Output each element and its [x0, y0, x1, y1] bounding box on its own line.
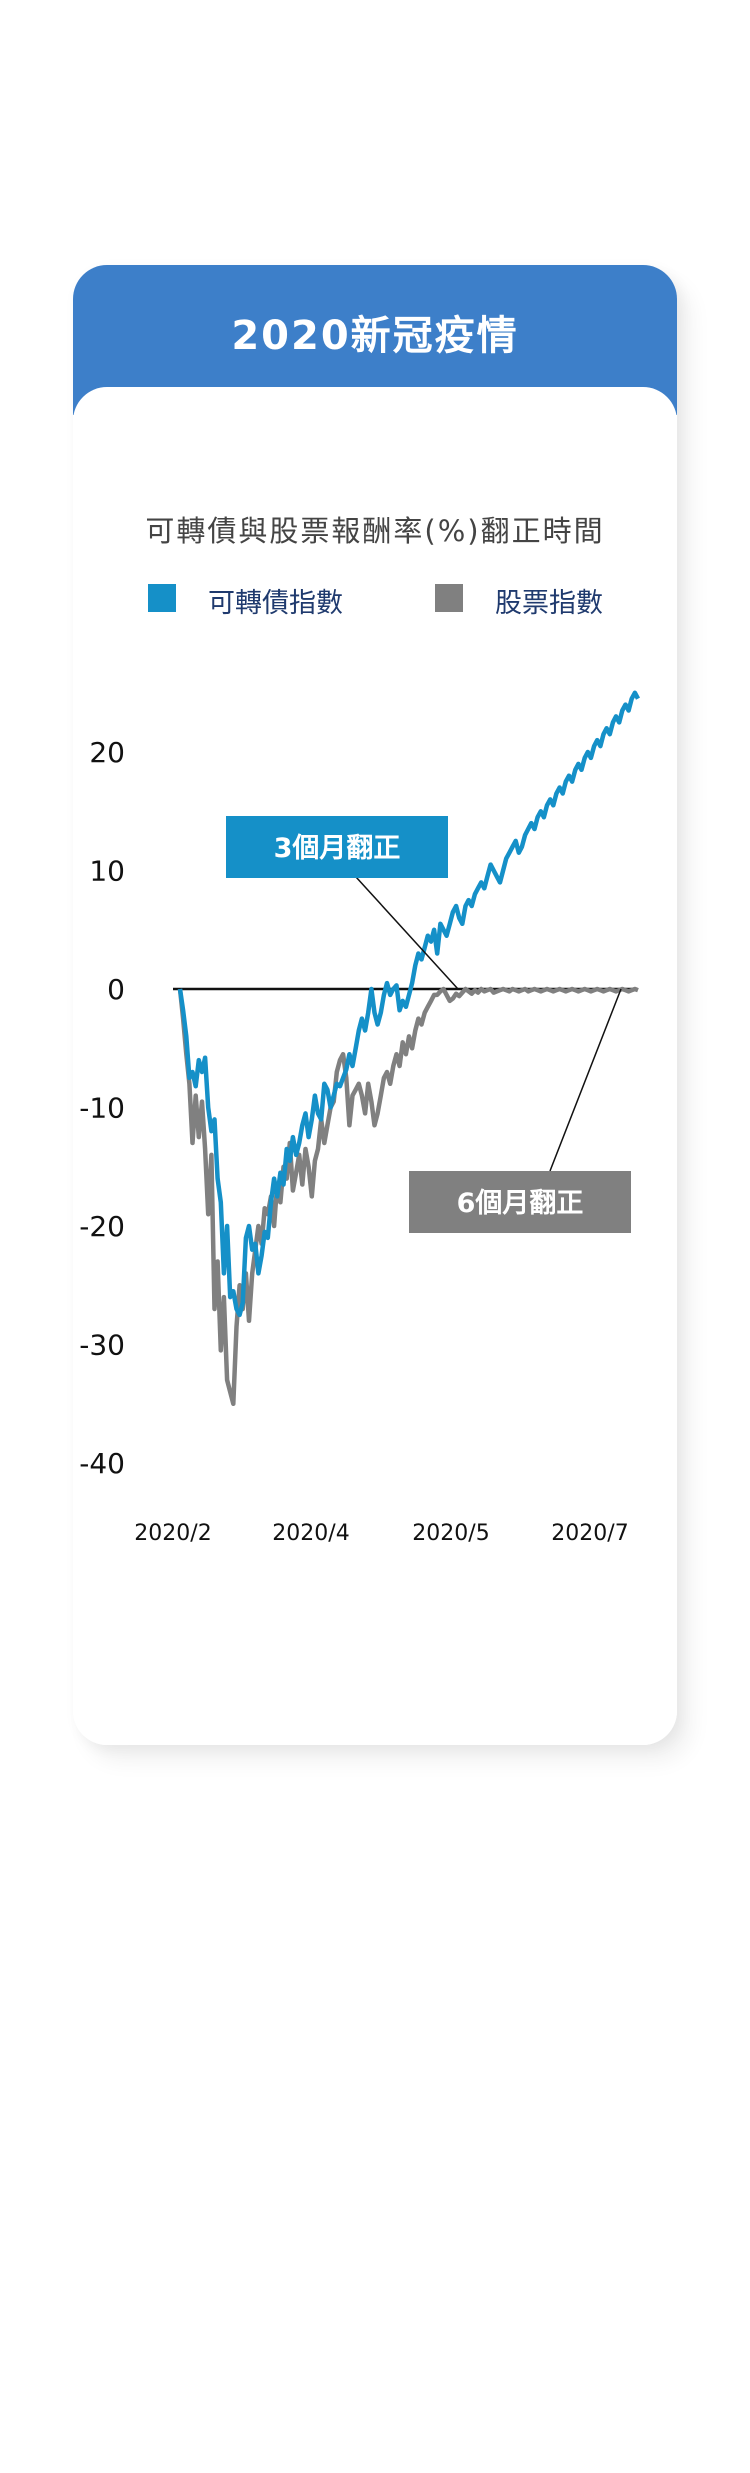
y-tick-label: -20 [79, 1210, 125, 1243]
annotation-leader-stock [549, 988, 622, 1172]
x-tick-label: 2020/7 [551, 1521, 628, 1546]
y-tick-label: -40 [79, 1447, 125, 1480]
annotation-leader-cb [355, 876, 459, 990]
legend-label-stock: 股票指數 [495, 588, 603, 619]
series-line-cb [177, 690, 640, 1318]
x-tick-label: 2020/4 [272, 1521, 349, 1546]
y-tick-label: -30 [79, 1329, 125, 1362]
annotation-stock-box [409, 1171, 631, 1233]
card-body [73, 387, 677, 1745]
y-tick-label: 0 [107, 973, 125, 1006]
y-tick-label: 10 [89, 855, 125, 888]
annotation-stock-label: 6個月翻正 [457, 1188, 584, 1219]
x-tick-label: 2020/2 [134, 1521, 211, 1546]
legend-swatch-stock [435, 584, 463, 612]
chart-title: 可轉債與股票報酬率(%)翻正時間 [145, 514, 605, 548]
legend-swatch-cb [148, 584, 176, 612]
legend-label-cb: 可轉債指數 [208, 588, 343, 619]
annotation-cb-box [226, 816, 448, 878]
chart-card: 2020新冠疫情 可轉債與股票報酬率(%)翻正時間 可轉債指數 股票指數 20 1… [73, 265, 677, 1745]
series-line-stock [177, 986, 639, 1407]
x-tick-label: 2020/5 [412, 1521, 489, 1546]
y-tick-label: 20 [89, 736, 125, 769]
line-chart: 20 10 0 -10 -20 -30 -40 2020/2 2020/4 2020/5 2020/… [79, 690, 640, 1546]
y-tick-label: -10 [79, 1092, 125, 1125]
card-title: 2020新冠疫情 [231, 313, 519, 359]
annotation-cb-label: 3個月翻正 [274, 833, 401, 864]
